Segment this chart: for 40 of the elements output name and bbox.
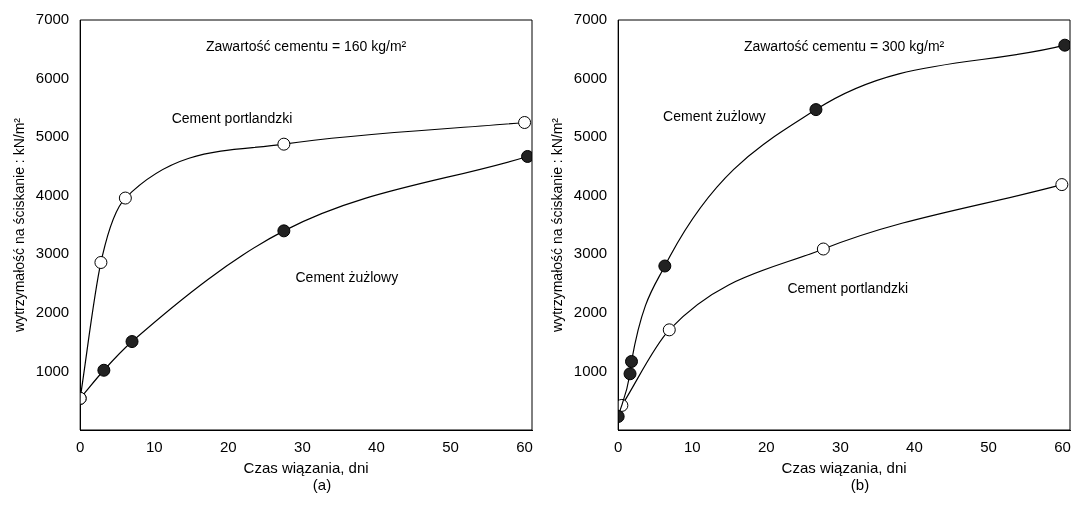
y-tick-label: 1000 [35, 361, 70, 379]
text: Cement żużlowy [295, 268, 399, 285]
x-tick-label: 0 [76, 438, 85, 456]
x-axis-title: Czas wiązania, dni [243, 459, 369, 477]
text: Zawartość cementu = 300 kg/m² [743, 37, 945, 54]
x-tick-label: 10 [683, 438, 701, 456]
series-label: Cement żużlowy [663, 107, 766, 124]
y-tick-label: 6000 [573, 68, 608, 86]
series-label: Cement portlandzki [787, 280, 909, 297]
x-tick-label: 60 [1054, 438, 1071, 456]
x-tick-label: 50 [980, 438, 997, 456]
x-tick-label: 40 [906, 438, 923, 456]
x-tick-label: 50 [442, 438, 459, 456]
y-tick-label: 2000 [573, 303, 608, 320]
x-tick-label: 60 [516, 438, 533, 456]
y-tick-label: 4000 [35, 185, 70, 203]
x-tick-label: 40 [368, 438, 385, 456]
x-tick-label: 20 [219, 438, 237, 456]
y-tick-label: 7000 [573, 10, 608, 28]
x-tick-label: 30 [294, 438, 311, 456]
y-tick-label: 4000 [573, 185, 608, 203]
y-tick-label: 2000 [35, 303, 70, 320]
text: Zawartość cementu = 160 kg/m² [205, 37, 407, 54]
y-tick-label: 5000 [573, 127, 608, 145]
x-tick-label: 0 [614, 438, 623, 456]
y-axis-title: wytrzymałość na ściskanie : kN/m² [549, 117, 566, 333]
x-tick-label: 20 [757, 438, 775, 456]
y-axis-title: wytrzymałość na ściskanie : kN/m² [11, 117, 28, 333]
y-tick-label: 3000 [35, 244, 70, 262]
y-tick-label: 3000 [573, 244, 608, 262]
y-tick-label: 1000 [573, 361, 608, 379]
text: (b) [849, 476, 870, 493]
text: (a) [311, 476, 332, 493]
y-tick-label: 6000 [35, 68, 70, 86]
y-tick-label: 5000 [35, 127, 70, 145]
x-tick-label: 30 [832, 438, 849, 456]
series-label: Cement portlandzki [171, 110, 293, 127]
y-tick-label: 7000 [35, 10, 70, 28]
x-axis-title: Czas wiązania, dni [781, 459, 907, 477]
x-tick-label: 10 [145, 438, 163, 456]
